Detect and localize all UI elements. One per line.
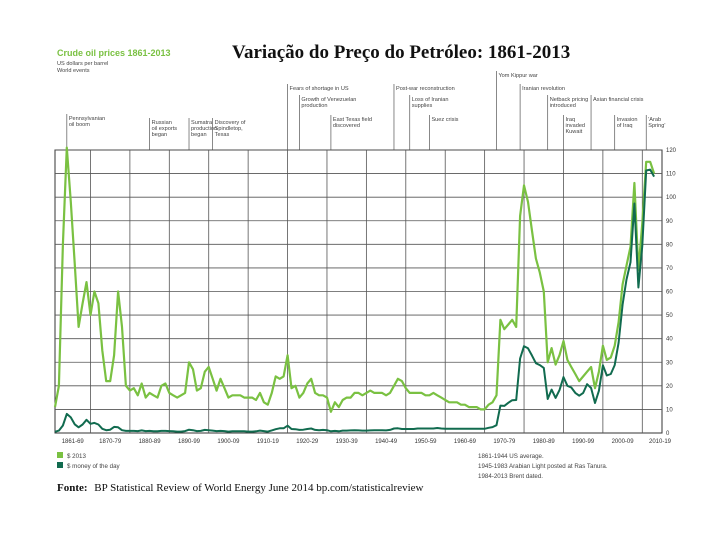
note-line-2: 1945-1983 Arabian Light posted at Ras Ta… (478, 463, 608, 470)
series-line-real-2013 (53, 146, 656, 413)
event-label: Pennsylvanian oil boom (69, 116, 105, 128)
x-axis: 1861-69 1870-79 1880-89 1890-99 1900-09 1910-… (62, 439, 672, 445)
grid (55, 149, 662, 433)
y-tick-label: 0 (666, 431, 670, 437)
y-tick-label: 120 (666, 148, 677, 154)
x-tick-label: 1910-19 (257, 439, 280, 445)
x-tick-label: 1880-89 (139, 439, 162, 445)
chart-subtitle-events: World events (57, 68, 90, 74)
event-label: Post-war reconstruction (396, 86, 455, 92)
x-tick-label: 2000-09 (612, 439, 635, 445)
event-label: Yom Kippur war (498, 73, 537, 79)
x-tick-label: 2010-19 (649, 439, 672, 445)
y-tick-label: 110 (666, 172, 676, 178)
legend-swatch-nominal (57, 462, 63, 468)
event-label: Asian financial crisis (593, 97, 644, 103)
slide-title: Variação do Preço do Petróleo: 1861-2013 (232, 42, 570, 63)
legend-swatch-real (57, 452, 63, 458)
x-tick-label: 1950-59 (414, 439, 437, 445)
y-tick-label: 80 (666, 242, 673, 248)
event-label: Growth of Venezuelan production (301, 97, 356, 109)
y-tick-label: 90 (666, 219, 673, 225)
series-line-money-of-the-day (54, 168, 655, 433)
event-label: 'Arab Spring' (648, 117, 665, 129)
y-tick-label: 10 (666, 407, 673, 413)
legend-label-nominal: $ money of the day (67, 463, 121, 470)
x-tick-label: 1970-79 (493, 439, 516, 445)
y-tick-label: 100 (666, 195, 677, 201)
y-tick-label: 30 (666, 360, 673, 366)
x-tick-label: 1861-69 (62, 439, 85, 445)
x-tick-label: 1990-99 (572, 439, 595, 445)
source-text: BP Statistical Review of World Energy Ju… (94, 482, 423, 494)
y-tick-label: 40 (666, 337, 673, 343)
x-tick-label: 1870-79 (99, 439, 122, 445)
event-label: Discovery of Spindletop, Texas (215, 120, 246, 138)
x-tick-label: 1960-69 (454, 439, 477, 445)
x-tick-label: 1890-99 (178, 439, 201, 445)
y-tick-label: 60 (666, 290, 673, 296)
legend-label-real: $ 2013 (67, 453, 86, 460)
y-tick-label: 20 (666, 384, 673, 390)
x-tick-label: 1900-09 (217, 439, 240, 445)
note-line-3: 1984-2013 Brent dated. (478, 473, 543, 480)
event-label: Loss of Iranian supplies (412, 97, 449, 109)
chart-subtitle-unit: US dollars per barrel (57, 61, 108, 67)
event-label: Iranian revolution (522, 86, 565, 92)
x-tick-label: 1920-29 (296, 439, 319, 445)
source-line: Fonte: BP Statistical Review of World En… (57, 482, 424, 494)
x-tick-label: 1940-49 (375, 439, 398, 445)
series-lines (53, 146, 656, 433)
y-tick-label: 50 (666, 313, 673, 319)
event-label: Russian oil exports began (152, 120, 178, 138)
event-label: Invasion of Iraq (617, 117, 638, 129)
y-axis: 0 10 20 30 40 50 60 70 80 90 100 110 120 (666, 148, 677, 437)
note-line-1: 1861-1944 US average. (478, 453, 544, 460)
x-tick-label: 1930-39 (336, 439, 359, 445)
event-annotations: Pennsylvanian oil boom Russian oil exports b… (66, 71, 665, 150)
source-label: Fonte: (57, 482, 88, 494)
event-label: Suez crisis (431, 117, 458, 123)
chart-title: Crude oil prices 1861-2013 (57, 48, 171, 58)
event-label: Sumatra production began (191, 120, 217, 138)
event-label: Fears of shortage in US (290, 86, 349, 92)
x-tick-label: 1980-89 (533, 439, 556, 445)
y-tick-label: 70 (666, 266, 673, 272)
event-label: Netback pricing introduced (550, 97, 589, 109)
event-label: East Texas field discovered (333, 117, 372, 129)
event-label: Iraq invaded Kuwait (565, 117, 585, 135)
